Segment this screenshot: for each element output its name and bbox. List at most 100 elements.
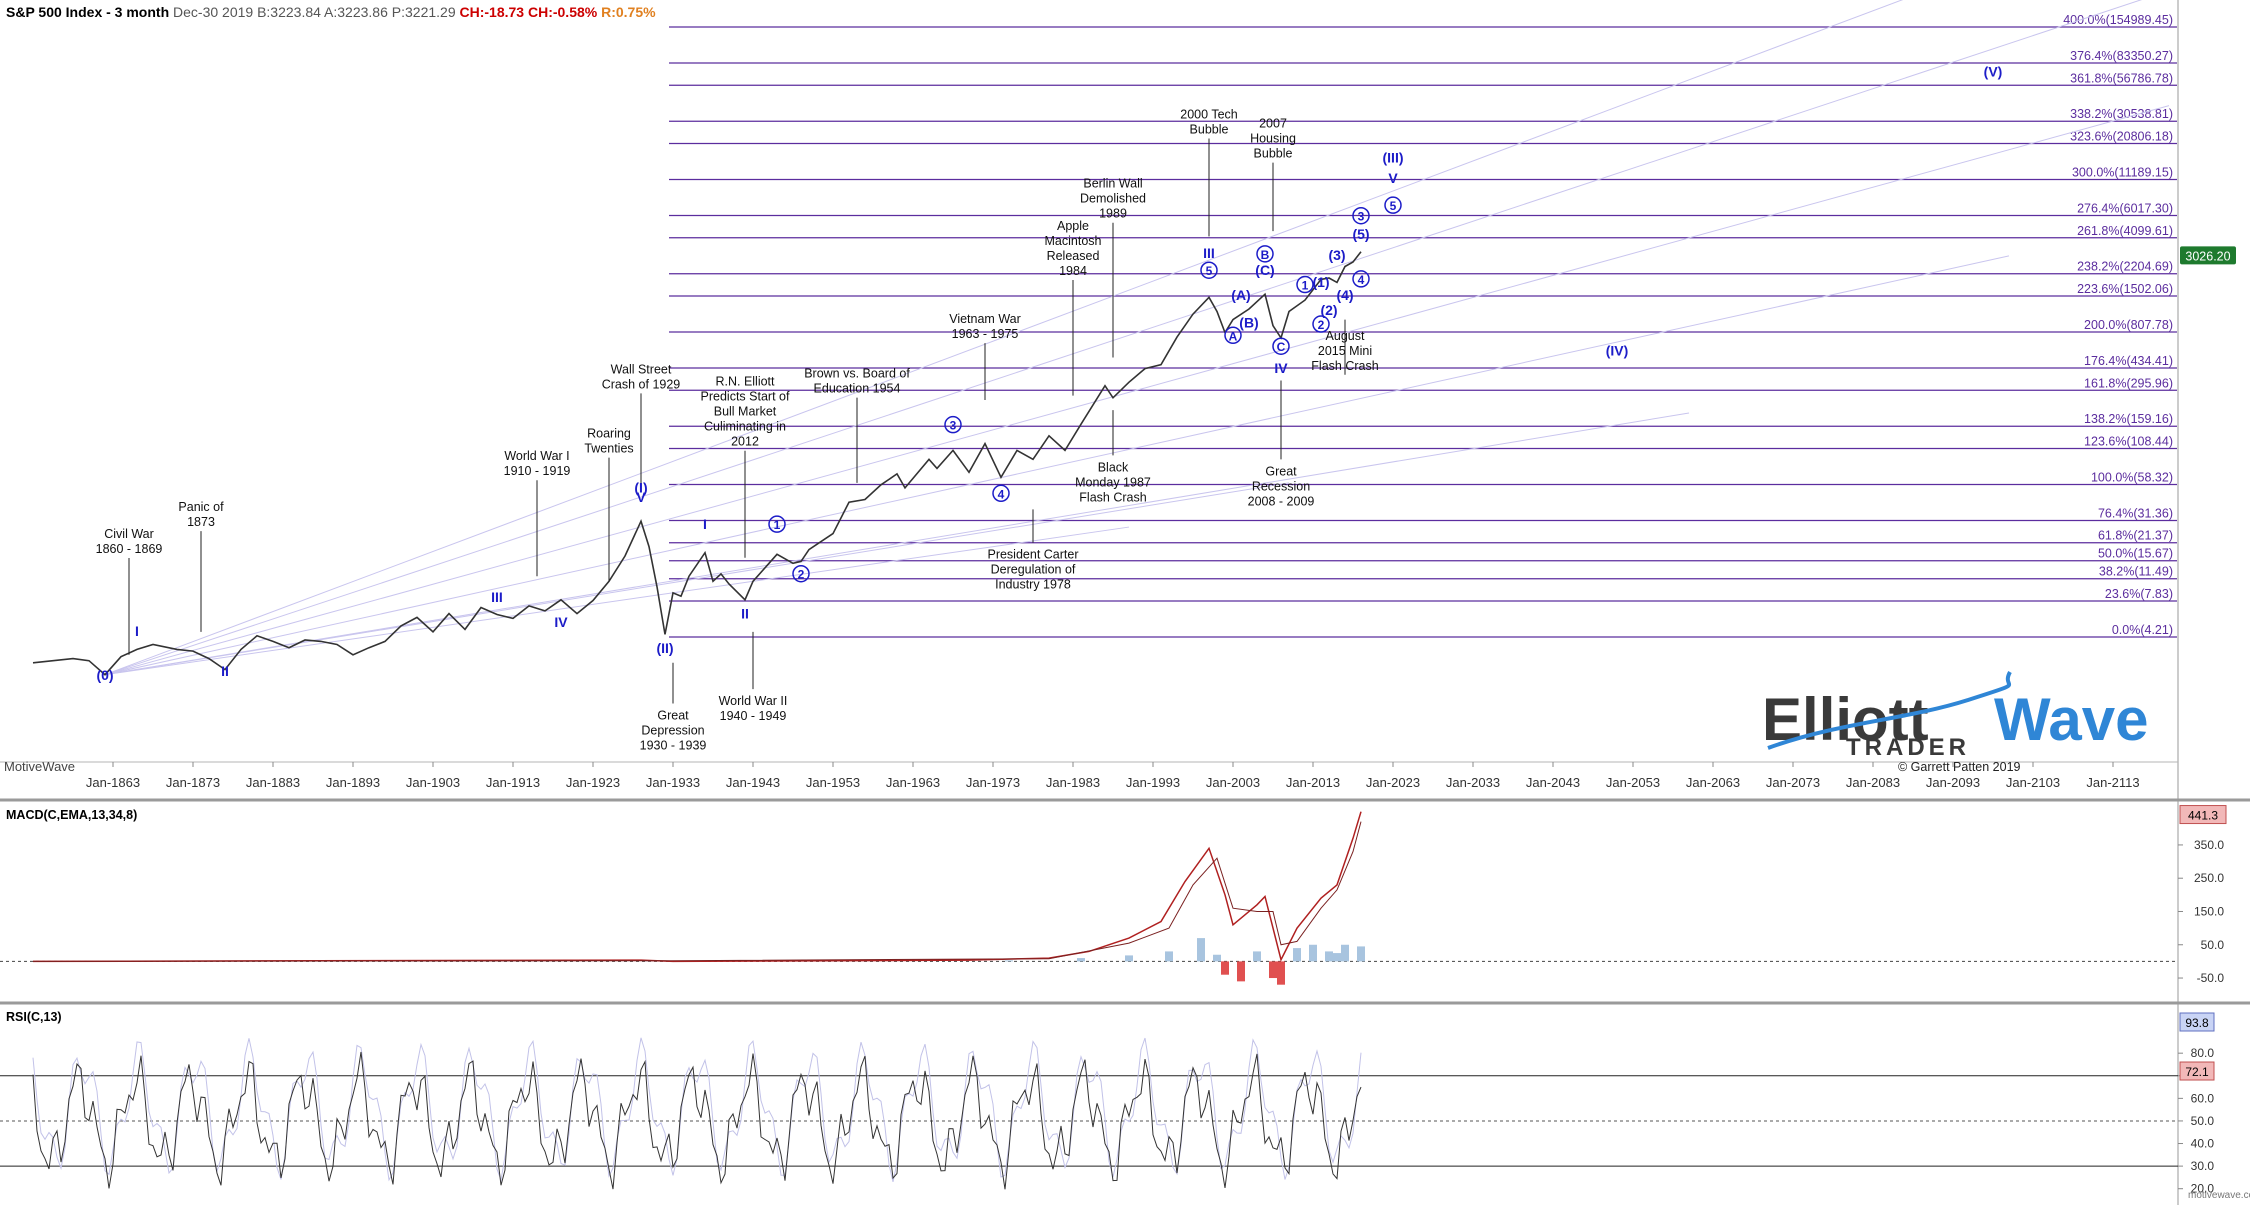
wave-label-circle xyxy=(792,564,810,583)
macd-histogram-bar xyxy=(1253,951,1261,962)
header-symbol: S&P 500 Index - 3 month xyxy=(6,4,169,20)
fib-level-label: 223.6%(1502.06) xyxy=(2077,282,2173,296)
fan-line xyxy=(104,105,2170,676)
annotation-text: 1930 - 1939 xyxy=(640,738,707,752)
fan-line xyxy=(104,255,2010,676)
x-tick-label: Jan-1903 xyxy=(406,775,460,790)
annotation-text: Released xyxy=(1047,249,1100,263)
macd-histogram-bar xyxy=(1357,946,1365,962)
wave-label-circle xyxy=(992,484,1010,503)
annotation-text: Berlin Wall xyxy=(1083,177,1142,191)
macd-histogram-bar xyxy=(1325,951,1333,962)
wave-label: 2 xyxy=(798,568,805,582)
rsi-last-value-2: 72.1 xyxy=(2185,1065,2209,1079)
x-tick-label: Jan-2033 xyxy=(1446,775,1500,790)
wave-label: 1 xyxy=(774,518,781,532)
fan-line xyxy=(104,0,2143,676)
annotation-text: Predicts Start of xyxy=(701,390,790,404)
annotation-text: 1963 - 1975 xyxy=(952,327,1019,341)
annotation-text: World War I xyxy=(504,449,569,463)
x-tick-label: Jan-2103 xyxy=(2006,775,2060,790)
header-date: Dec-30 2019 xyxy=(169,4,253,20)
annotation-text: Black xyxy=(1098,460,1129,474)
rsi-series-line-light xyxy=(32,1037,1362,1183)
fib-level-label: 50.0%(15.67) xyxy=(2098,547,2173,561)
annotation-text: 1984 xyxy=(1059,264,1087,278)
x-tick-label: Jan-1923 xyxy=(566,775,620,790)
rsi-y-tick-label: 20.0 xyxy=(2191,1182,2215,1196)
annotation-text: Wall Street xyxy=(611,362,672,376)
rsi-y-tick-label: 50.0 xyxy=(2191,1114,2215,1128)
annotation-text: 1910 - 1919 xyxy=(504,464,571,478)
wave-label: 4 xyxy=(998,487,1005,501)
macd-y-tick-label: 350.0 xyxy=(2194,838,2224,852)
wave-label: 2 xyxy=(1318,318,1325,332)
wave-label: (V) xyxy=(1984,64,2003,80)
x-tick-label: Jan-1963 xyxy=(886,775,940,790)
annotation-text: 1860 - 1869 xyxy=(96,542,163,556)
wave-label: (III) xyxy=(1383,149,1404,165)
macd-histogram-bar xyxy=(1309,944,1317,962)
wave-label: (A) xyxy=(1231,287,1250,303)
logo-wave: Wave xyxy=(1994,686,2149,753)
macd-last-value: 441.3 xyxy=(2188,809,2218,823)
annotation-text: Depression xyxy=(641,723,704,737)
wave-label: IV xyxy=(554,614,568,630)
annotation-text: Recession xyxy=(1252,479,1310,493)
fib-level-label: 38.2%(11.49) xyxy=(2099,565,2173,579)
fib-level-label: 361.8%(56786.78) xyxy=(2070,71,2173,85)
fib-level-label: 261.8%(4099.61) xyxy=(2077,224,2173,238)
annotation-text: 1940 - 1949 xyxy=(720,709,787,723)
header-bid: B:3223.84 xyxy=(253,4,321,20)
macd-histogram-bar xyxy=(1333,953,1341,962)
macd-histogram-bar xyxy=(1237,961,1245,982)
wave-label-circle xyxy=(1224,326,1242,345)
rsi-title: RSI(C,13) xyxy=(6,1010,62,1024)
wave-label-circle xyxy=(1296,275,1314,294)
rsi-last-value-box-2 xyxy=(2179,1061,2215,1081)
macd-histogram-bar xyxy=(1197,938,1205,962)
annotation-text: R.N. Elliott xyxy=(715,375,775,389)
wave-label: (2) xyxy=(1320,302,1337,318)
x-tick-label: Jan-2073 xyxy=(1766,775,1820,790)
wave-label: (1) xyxy=(1312,274,1329,290)
x-tick-label: Jan-2043 xyxy=(1526,775,1580,790)
x-tick-label: Jan-1973 xyxy=(966,775,1020,790)
wave-label: (0) xyxy=(96,667,113,683)
wave-label-circle xyxy=(944,415,962,434)
macd-histogram-bar xyxy=(1221,961,1229,975)
fib-level-label: 76.4%(31.36) xyxy=(2098,506,2173,520)
annotation-text: 2000 Tech xyxy=(1180,107,1238,121)
x-tick-label: Jan-1943 xyxy=(726,775,780,790)
x-tick-label: Jan-2003 xyxy=(1206,775,1260,790)
annotation-text: Panic of xyxy=(178,500,224,514)
wave-label-circle xyxy=(1312,315,1330,333)
annotation-text: World War II xyxy=(719,694,788,708)
x-tick-label: Jan-2023 xyxy=(1366,775,1420,790)
price-tag-label: 3026.20 xyxy=(2185,249,2230,263)
wave-label: (5) xyxy=(1352,226,1369,242)
macd-histogram-bar xyxy=(1213,954,1221,962)
wave-label: (I) xyxy=(634,479,647,495)
macd-histogram-bar xyxy=(1165,951,1173,962)
annotation-text: Macintosh xyxy=(1045,234,1102,248)
logo-copyright: © Garrett Patten 2019 xyxy=(1898,760,2021,774)
wave-label-circle xyxy=(1352,270,1370,288)
fib-level-label: 300.0%(11189.15) xyxy=(2072,166,2173,180)
fib-level-label: 161.8%(295.96) xyxy=(2084,376,2173,390)
annotation-text: Vietnam War xyxy=(949,312,1021,326)
annotation-text: Bull Market xyxy=(714,405,777,419)
annotation-text: Roaring xyxy=(587,427,631,441)
logo-trader: TRADER xyxy=(1846,734,1970,761)
rsi-last-value-box-1 xyxy=(2179,1012,2215,1032)
wave-label-circle xyxy=(1352,206,1370,225)
rsi-y-tick-label: 80.0 xyxy=(2191,1046,2215,1060)
fib-level-label: 323.6%(20806.18) xyxy=(2070,130,2173,144)
x-tick-label: Jan-1873 xyxy=(166,775,220,790)
macd-histogram-bar xyxy=(1077,958,1085,962)
wave-label-circle xyxy=(768,515,786,533)
annotation-text: Industry 1978 xyxy=(995,578,1071,592)
x-tick-label: Jan-2093 xyxy=(1926,775,1980,790)
annotation-text: 2012 xyxy=(731,435,759,449)
rsi-series-line xyxy=(32,1051,1362,1190)
